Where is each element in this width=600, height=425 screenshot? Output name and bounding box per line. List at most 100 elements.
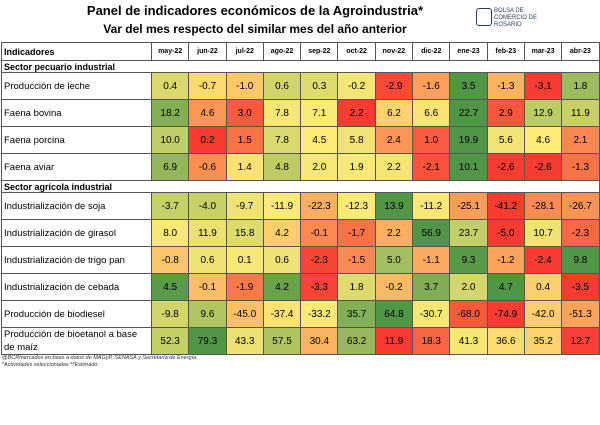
value-cell: -22.3 xyxy=(300,192,339,220)
value-cell: 57.5 xyxy=(262,327,302,355)
row-label: Faena bovina xyxy=(1,99,152,127)
value-cell: 12.9 xyxy=(523,99,563,127)
value-cell: 7.8 xyxy=(262,99,302,127)
value-cell: 4.6 xyxy=(188,99,227,127)
value-cell: -2.3 xyxy=(300,246,339,274)
value-cell: 23.7 xyxy=(449,219,488,247)
value-cell: 2.0 xyxy=(300,153,339,181)
value-cell: 2.2 xyxy=(337,99,376,127)
value-cell: 5.6 xyxy=(486,126,525,154)
value-cell: 6.6 xyxy=(412,99,451,127)
value-cell: -1.9 xyxy=(225,273,264,301)
value-cell: 10.0 xyxy=(150,126,190,154)
value-cell: 3.7 xyxy=(412,273,451,301)
row-label: Industrialización de soja xyxy=(1,192,152,220)
value-cell: -1.2 xyxy=(486,246,525,274)
header-row: Indicadores may-22 jun-22 jul-22 ago-22 sep-2… xyxy=(1,42,600,61)
value-cell: 0.4 xyxy=(150,72,190,100)
value-cell: 2.2 xyxy=(374,153,414,181)
section-row: Sector pecuario industrial xyxy=(1,60,600,73)
value-cell: -1.0 xyxy=(225,72,264,100)
value-cell: 18.2 xyxy=(150,99,190,127)
column-header: ene-23 xyxy=(449,42,488,61)
value-cell: 0.6 xyxy=(188,246,227,274)
value-cell: -12.3 xyxy=(337,192,376,220)
value-cell: -25.1 xyxy=(449,192,488,220)
value-cell: 10.7 xyxy=(523,219,563,247)
column-header: ago-22 xyxy=(262,42,302,61)
value-cell: 1.8 xyxy=(337,273,376,301)
value-cell: -2.9 xyxy=(374,72,414,100)
column-header: mar-23 xyxy=(523,42,563,61)
column-header: may-22 xyxy=(150,42,190,61)
value-cell: 4.6 xyxy=(523,126,563,154)
data-row: Industrialización de girasol 8.0 11.9 15.8 4… xyxy=(1,219,600,247)
value-cell: -0.1 xyxy=(188,273,227,301)
logo: BOLSA DE COMERCIO DE ROSARIO xyxy=(474,8,552,29)
value-cell: -3.1 xyxy=(523,72,563,100)
column-header: sep-22 xyxy=(300,42,339,61)
value-cell: 30.4 xyxy=(300,327,339,355)
value-cell: -0.6 xyxy=(188,153,227,181)
value-cell: -9.8 xyxy=(150,300,190,328)
value-cell: -0.1 xyxy=(300,219,339,247)
value-cell: -1.3 xyxy=(486,72,525,100)
value-cell: -5.0 xyxy=(486,219,525,247)
value-cell: 2.4 xyxy=(374,126,414,154)
value-cell: 3.5 xyxy=(449,72,488,100)
value-cell: 52.3 xyxy=(150,327,190,355)
value-cell: 11.9 xyxy=(561,99,600,127)
data-row: Faena aviar 6.9 -0.6 1.4 4.8 2.0 1.9 2.2 -2.1 10.… xyxy=(1,153,600,181)
row-label: Faena aviar xyxy=(1,153,152,181)
value-cell: 2.9 xyxy=(486,99,525,127)
row-label: Industrialización de cebada xyxy=(1,273,152,301)
value-cell: -11.2 xyxy=(412,192,451,220)
row-label: Producción de leche xyxy=(1,72,152,100)
value-cell: 7.8 xyxy=(262,126,302,154)
value-cell: 79.3 xyxy=(188,327,227,355)
value-cell: -26.7 xyxy=(561,192,600,220)
value-cell: -11.9 xyxy=(262,192,302,220)
data-row: Industrialización de trigo pan -0.8 0.6 0.1… xyxy=(1,246,600,274)
value-cell: 2.0 xyxy=(449,273,488,301)
row-label: Industrialización de girasol xyxy=(1,219,152,247)
value-cell: 8.0 xyxy=(150,219,190,247)
value-cell: -9.7 xyxy=(225,192,264,220)
column-header: jun-22 xyxy=(188,42,227,61)
value-cell: 19.9 xyxy=(449,126,488,154)
value-cell: 0.6 xyxy=(262,72,302,100)
column-header: abr-23 xyxy=(561,42,600,61)
value-cell: 35.7 xyxy=(337,300,376,328)
value-cell: 2.1 xyxy=(561,126,600,154)
value-cell: 6.9 xyxy=(150,153,190,181)
column-header: oct-22 xyxy=(337,42,376,61)
value-cell: 6.2 xyxy=(374,99,414,127)
value-cell: -33.2 xyxy=(300,300,339,328)
value-cell: -1.7 xyxy=(337,219,376,247)
value-cell: 0.4 xyxy=(523,273,563,301)
value-cell: 4.8 xyxy=(262,153,302,181)
value-cell: 11.9 xyxy=(188,219,227,247)
value-cell: -2.1 xyxy=(412,153,451,181)
value-cell: 4.2 xyxy=(262,273,302,301)
row-label: Industrialización de trigo pan xyxy=(1,246,152,274)
value-cell: -1.6 xyxy=(412,72,451,100)
value-cell: -0.7 xyxy=(188,72,227,100)
value-cell: 36.6 xyxy=(486,327,525,355)
column-header: nov-22 xyxy=(374,42,414,61)
value-cell: 35.2 xyxy=(523,327,563,355)
notes: *Actividades seleccionadas **Estimado xyxy=(2,362,98,368)
value-cell: -28.1 xyxy=(523,192,563,220)
value-cell: 2.2 xyxy=(374,219,414,247)
indicator-table: Indicadores may-22 jun-22 jul-22 ago-22 sep-2… xyxy=(1,42,600,355)
value-cell: 9.8 xyxy=(561,246,600,274)
value-cell: 0.1 xyxy=(225,246,264,274)
value-cell: -37.4 xyxy=(262,300,302,328)
value-cell: -4.0 xyxy=(188,192,227,220)
value-cell: -2.4 xyxy=(523,246,563,274)
value-cell: 22.7 xyxy=(449,99,488,127)
value-cell: -30.7 xyxy=(412,300,451,328)
value-cell: 1.4 xyxy=(225,153,264,181)
value-cell: 15.8 xyxy=(225,219,264,247)
